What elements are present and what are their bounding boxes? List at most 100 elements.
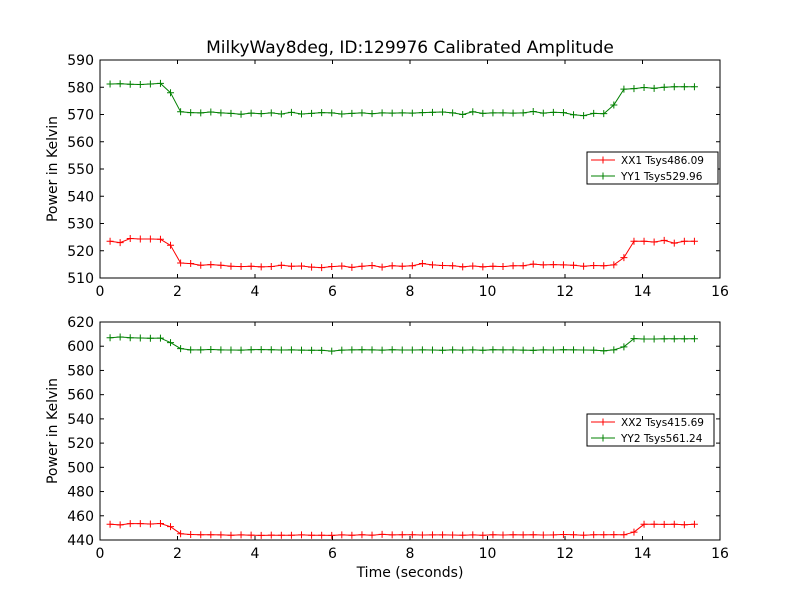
data-point-marker [650,238,658,246]
data-point-marker [308,263,316,271]
data-point-marker [146,334,154,342]
data-point-marker [459,263,467,271]
data-point-marker [167,241,175,249]
data-point-marker [167,89,175,97]
data-point-marker [428,531,436,539]
data-point-marker [549,346,557,354]
data-point-marker [499,531,507,539]
bottom-plot-panel: 0 2 4 6 8 10 12 14 16 440 460 480 500 520 540 560 580 600… [45,315,729,562]
legend-marker [599,156,607,164]
data-point-marker [277,531,285,539]
data-point-marker [499,109,507,117]
data-point-marker [650,84,658,92]
data-point-marker [187,260,195,268]
data-point-marker [680,237,688,245]
data-point-marker [549,261,557,269]
data-point-marker [559,109,567,117]
data-point-marker [318,109,326,117]
data-point-marker [428,346,436,354]
x-tick-label: 12 [556,284,574,300]
data-point-marker [116,333,124,341]
y-tick-label: 530 [67,217,94,233]
data-point-marker [318,264,326,272]
data-point-marker [177,345,185,353]
y-tick-label: 580 [67,363,94,379]
data-point-marker [630,528,638,536]
legend-label: XX1 Tsys486.09 [621,155,704,167]
data-point-marker [479,263,487,271]
data-point-marker [318,346,326,354]
data-point-marker [167,339,175,347]
data-point-marker [197,531,205,539]
data-point-marker [388,262,396,270]
data-point-marker [328,347,336,355]
data-point-marker [217,109,225,117]
data-point-marker [650,335,658,343]
data-point-marker [580,112,588,120]
x-tick-label: 16 [711,546,729,562]
data-point-marker [328,263,336,271]
data-point-marker [439,261,447,269]
data-point-marker [620,531,628,539]
data-point-marker [116,239,124,247]
data-point-marker [217,346,225,354]
data-point-marker [670,520,678,528]
data-point-marker [660,520,668,528]
x-tick-label: 16 [711,284,729,300]
data-point-marker [519,262,527,270]
y-tick-label: 440 [67,533,94,549]
data-point-marker [459,346,467,354]
data-point-marker [418,260,426,268]
x-tick-label: 10 [479,546,497,562]
data-point-marker [126,520,134,528]
data-point-marker [529,346,537,354]
data-point-marker [690,83,698,91]
data-point-marker [418,531,426,539]
data-point-marker [116,80,124,88]
top-plot-panel: 0 2 4 6 8 10 12 14 16 510 520 530 540 550 560 570 580 590… [45,53,729,300]
data-point-marker [378,530,386,538]
data-point-marker [570,111,578,119]
data-point-marker [660,236,668,244]
y-tick-label: 500 [67,460,94,476]
data-point-marker [267,109,275,117]
y-tick-label: 510 [67,271,94,287]
data-point-marker [428,108,436,116]
data-point-marker [308,531,316,539]
data-point-marker [449,262,457,270]
data-point-marker [116,521,124,529]
data-point-marker [539,109,547,117]
data-point-marker [610,531,618,539]
data-point-marker [428,261,436,269]
data-point-marker [207,531,215,539]
legend-box [586,151,719,185]
data-point-marker [408,531,416,539]
data-point-marker [126,80,134,88]
x-tick-label: 14 [634,284,652,300]
data-point-marker [207,345,215,353]
data-point-marker [156,235,164,243]
data-point-marker [146,235,154,243]
x-tick-label: 12 [556,546,574,562]
data-point-marker [257,531,265,539]
x-tick-label: 14 [634,546,652,562]
data-point-marker [328,109,336,117]
data-point-marker [600,110,608,118]
y-tick-label: 620 [67,315,94,331]
data-point-marker [630,85,638,93]
data-point-marker [439,108,447,116]
data-point-marker [167,523,175,531]
data-point-marker [690,520,698,528]
data-point-marker [378,346,386,354]
y-tick-label: 550 [67,162,94,178]
data-point-marker [408,346,416,354]
data-point-marker [348,109,356,117]
data-point-marker [408,109,416,117]
data-point-marker [247,109,255,117]
data-point-marker [358,531,366,539]
data-point-marker [469,531,477,539]
data-point-marker [620,343,628,351]
data-point-marker [580,531,588,539]
legend-marker [599,434,607,442]
data-point-marker [197,109,205,117]
